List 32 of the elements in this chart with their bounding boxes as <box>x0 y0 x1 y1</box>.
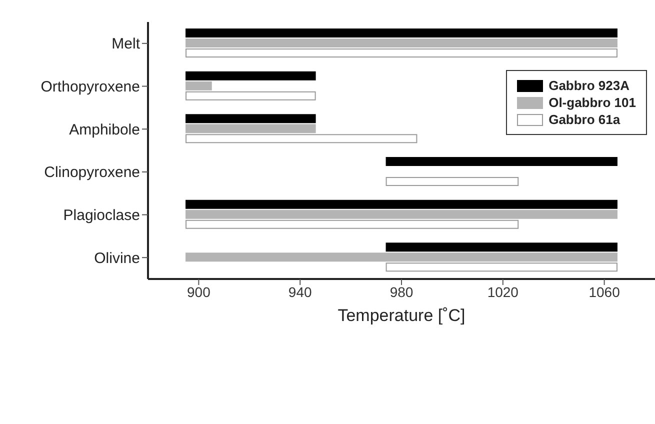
bar <box>186 81 212 90</box>
bar <box>186 48 618 58</box>
bar <box>186 114 316 124</box>
bar <box>186 134 418 144</box>
bar <box>186 210 618 219</box>
legend-label: Gabbro 923A <box>548 78 630 93</box>
bar <box>386 242 618 252</box>
x-axis-title: Temperature [˚C] <box>338 306 466 325</box>
bar <box>186 220 519 229</box>
y-tick-label: Olivine <box>94 250 140 267</box>
x-tick-label: 1020 <box>487 284 519 300</box>
bar <box>386 262 618 272</box>
bar <box>186 124 316 134</box>
legend-label: Gabbro 61a <box>548 112 620 127</box>
x-tick-label: 900 <box>187 284 211 300</box>
bar <box>186 38 618 48</box>
y-tick-label: Orthopyroxene <box>40 78 140 96</box>
x-tick-label: 1060 <box>588 284 620 300</box>
y-tick-label: Amphibole <box>69 121 140 138</box>
bar <box>186 71 316 80</box>
bar <box>186 200 618 209</box>
bar <box>186 28 618 38</box>
legend-label: Ol-gabbro 101 <box>548 95 636 110</box>
bar <box>186 91 316 100</box>
x-tick-label: 980 <box>390 284 414 300</box>
bar <box>386 177 519 186</box>
y-tick-label: Clinopyroxene <box>44 164 140 182</box>
x-tick-label: 940 <box>288 284 312 300</box>
bar <box>186 252 618 262</box>
y-tick-label: Melt <box>112 36 141 53</box>
y-tick-label: Plagioclase <box>63 207 140 224</box>
bar <box>386 157 618 166</box>
